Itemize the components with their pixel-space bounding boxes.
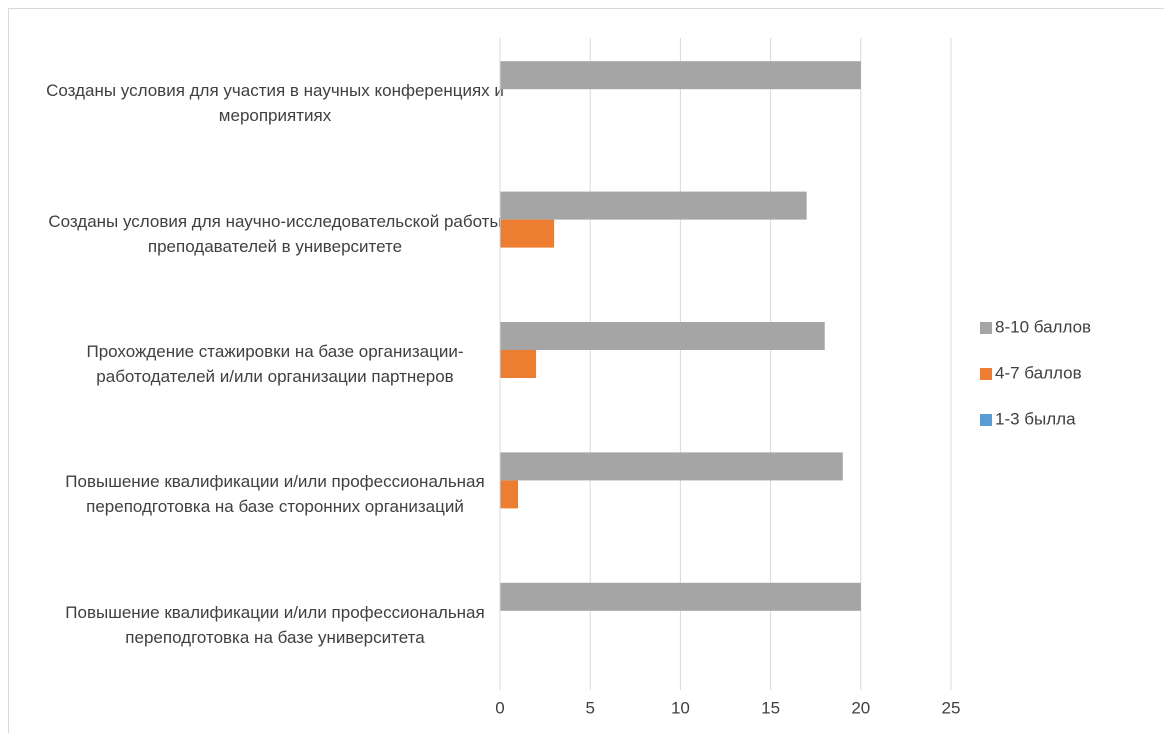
legend-label: 4-7 баллов bbox=[995, 363, 1082, 382]
category-label-box: Повышение квалификации и/или профессиона… bbox=[40, 565, 510, 685]
x-tick-label: 20 bbox=[851, 698, 870, 717]
bar bbox=[500, 61, 861, 89]
bar bbox=[500, 192, 807, 220]
y-tick-label: Созданы условия для научно-исследователь… bbox=[40, 174, 510, 294]
legend-swatch bbox=[980, 322, 992, 334]
bar bbox=[500, 583, 861, 611]
category-label-box: Прохождение стажировки на базе организац… bbox=[40, 304, 510, 424]
y-tick-label: Повышение квалификации и/или профессиона… bbox=[40, 565, 510, 685]
legend-swatch bbox=[980, 414, 992, 426]
category-label-box: Созданы условия для участия в научных ко… bbox=[40, 43, 510, 163]
y-tick-label: Прохождение стажировки на базе организац… bbox=[40, 304, 510, 424]
y-tick-label: Созданы условия для участия в научных ко… bbox=[40, 43, 510, 163]
x-tick-label: 5 bbox=[585, 698, 594, 717]
x-tick-label: 0 bbox=[495, 698, 504, 717]
category-label-box: Повышение квалификации и/или профессиона… bbox=[40, 434, 510, 554]
bar bbox=[500, 480, 518, 508]
x-tick-label: 25 bbox=[942, 698, 961, 717]
category-label-box: Созданы условия для научно-исследователь… bbox=[40, 174, 510, 294]
x-tick-label: 10 bbox=[671, 698, 690, 717]
bar bbox=[500, 452, 843, 480]
bar bbox=[500, 322, 825, 350]
legend-label: 1-3 былла bbox=[995, 409, 1076, 428]
bar bbox=[500, 350, 536, 378]
x-tick-label: 15 bbox=[761, 698, 780, 717]
y-tick-label: Повышение квалификации и/или профессиона… bbox=[40, 434, 510, 554]
bar bbox=[500, 220, 554, 248]
legend-swatch bbox=[980, 368, 992, 380]
legend-label: 8-10 баллов bbox=[995, 317, 1091, 336]
